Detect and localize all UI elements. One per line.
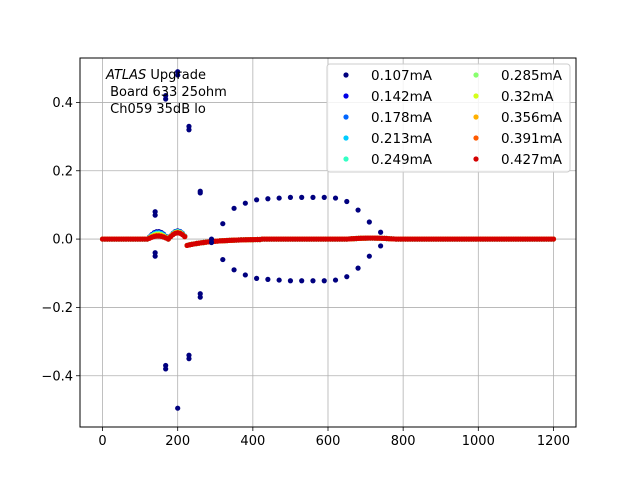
legend-marker <box>343 93 349 99</box>
outlier-point <box>321 194 327 200</box>
outlier-point <box>344 274 350 280</box>
data-point <box>550 236 557 242</box>
x-tick-label: 1200 <box>537 434 570 449</box>
annotation-italic: ATLAS <box>105 68 146 83</box>
outlier-point <box>310 278 316 284</box>
outlier-point <box>287 194 294 200</box>
legend-label: 0.356mA <box>501 110 563 126</box>
outlier-point <box>242 200 248 206</box>
y-tick-label: −0.4 <box>41 369 73 384</box>
outlier-point <box>265 276 271 282</box>
x-tick-label: 600 <box>316 434 341 449</box>
legend-marker <box>343 156 349 162</box>
chart-annotation: ATLAS Upgrade Board 633 25ohm Ch059 35dB… <box>105 68 227 117</box>
legend-marker <box>343 72 349 78</box>
legend-marker <box>473 93 479 99</box>
legend-label: 0.142mA <box>371 89 433 105</box>
outlier-point <box>231 267 237 273</box>
legend: 0.107mA 0.142mA 0.178mA 0.213mA 0.249mA 0.285… <box>326 63 571 173</box>
outlier-point <box>378 243 384 249</box>
data-points <box>99 69 557 411</box>
outlier-point <box>220 256 226 263</box>
legend-label: 0.391mA <box>501 131 563 147</box>
x-tick-label: 400 <box>240 434 265 449</box>
outlier-point <box>332 277 339 283</box>
outlier-point <box>276 277 282 283</box>
outlier-point <box>254 197 260 203</box>
outlier-point <box>344 198 350 205</box>
outlier-point <box>355 207 361 213</box>
outlier-point <box>152 209 158 215</box>
outlier-point <box>310 194 316 200</box>
x-tick-label: 1000 <box>462 434 495 449</box>
outlier-point <box>299 194 305 200</box>
legend-marker <box>473 114 479 120</box>
outlier-point <box>231 205 237 211</box>
outlier-point <box>197 294 203 300</box>
outlier-point <box>276 195 282 201</box>
axis-ticks: 0 200 400 600 800 1000 1200 −0.4 −0.2 0.0 0.2 0.4 <box>41 96 570 449</box>
outlier-point <box>152 253 158 259</box>
legend-box <box>326 63 571 173</box>
annotation-line-3: Ch059 35dB lo <box>106 102 206 117</box>
outlier-point <box>254 275 260 281</box>
outlier-point <box>197 190 203 196</box>
legend-marker <box>473 156 479 162</box>
outlier-point <box>287 278 294 284</box>
outlier-point <box>332 195 339 201</box>
outlier-point <box>242 272 248 278</box>
legend-label: 0.249mA <box>371 152 433 168</box>
y-tick-label: 0.4 <box>52 96 73 111</box>
outlier-point <box>208 239 215 246</box>
y-tick-label: 0.2 <box>52 164 73 179</box>
outlier-point <box>175 405 181 411</box>
legend-marker <box>473 135 479 141</box>
outlier-point <box>299 278 305 284</box>
outlier-point <box>186 123 192 129</box>
outlier-point <box>175 69 181 75</box>
legend-marker <box>473 72 479 78</box>
outlier-point <box>163 92 169 99</box>
legend-label: 0.32mA <box>501 89 554 105</box>
data-point <box>182 234 188 240</box>
annotation-line-1-rest: Upgrade <box>146 68 206 83</box>
outlier-point <box>378 229 384 235</box>
outlier-point <box>220 221 226 227</box>
legend-label: 0.213mA <box>371 131 433 147</box>
legend-marker <box>343 135 349 141</box>
outlier-point <box>321 278 327 284</box>
outlier-point <box>265 196 271 202</box>
outlier-point <box>186 356 192 362</box>
legend-label: 0.107mA <box>371 68 433 84</box>
outlier-point <box>366 253 372 259</box>
x-tick-label: 200 <box>165 434 190 449</box>
x-tick-label: 800 <box>391 434 416 449</box>
annotation-line-2: Board 633 25ohm <box>106 85 227 100</box>
legend-label: 0.285mA <box>501 68 563 84</box>
legend-marker <box>343 114 349 120</box>
outlier-point <box>355 265 361 271</box>
y-tick-label: 0.0 <box>52 233 73 248</box>
y-tick-label: −0.2 <box>41 301 73 316</box>
outlier-point <box>163 366 169 372</box>
legend-label: 0.427mA <box>501 152 563 168</box>
x-tick-label: 0 <box>98 434 106 449</box>
legend-label: 0.178mA <box>371 110 433 126</box>
outlier-point <box>366 219 372 225</box>
annotation-line-1: ATLAS Upgrade <box>105 68 206 83</box>
